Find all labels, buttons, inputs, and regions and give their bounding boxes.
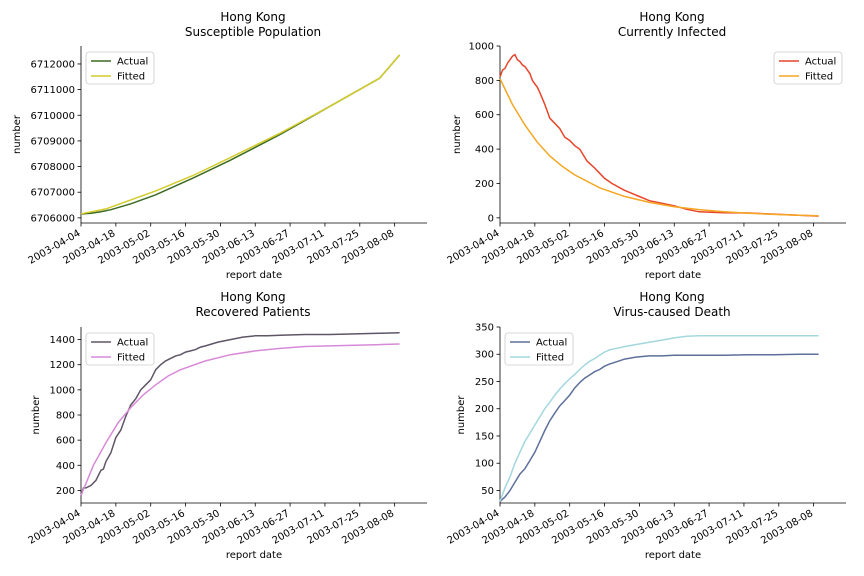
legend-label-fitted: Fitted bbox=[536, 353, 564, 364]
y-axis-label: number bbox=[452, 114, 463, 154]
y-axis-label: number bbox=[456, 395, 467, 435]
y-tick-label: 6709000 bbox=[30, 136, 75, 147]
y-tick-label: 100 bbox=[475, 459, 494, 470]
y-tick-label: 350 bbox=[475, 323, 494, 334]
y-tick-label: 6710000 bbox=[30, 111, 75, 122]
legend-label-actual: Actual bbox=[117, 338, 148, 349]
chart-title: Hong Kong bbox=[639, 290, 704, 304]
legend-label-actual: Actual bbox=[536, 338, 567, 349]
chart-subtitle: Recovered Patients bbox=[195, 305, 310, 319]
chart-title: Hong Kong bbox=[220, 290, 285, 304]
y-tick-label: 250 bbox=[475, 377, 494, 388]
y-axis-label: number bbox=[12, 114, 23, 154]
x-axis-label: report date bbox=[226, 550, 282, 561]
y-axis-label: number bbox=[31, 395, 42, 435]
y-tick-label: 1000 bbox=[50, 385, 75, 396]
y-tick-label: 6711000 bbox=[30, 85, 75, 96]
y-tick-label: 1000 bbox=[469, 42, 494, 53]
series-line-actual bbox=[80, 331, 400, 496]
y-tick-label: 800 bbox=[475, 76, 494, 87]
legend-label-fitted: Fitted bbox=[805, 72, 833, 83]
y-tick-label: 400 bbox=[475, 145, 494, 156]
series-line-fitted bbox=[499, 78, 819, 217]
x-axis-label: report date bbox=[645, 550, 701, 561]
y-tick-label: 0 bbox=[488, 213, 494, 224]
chart-subtitle: Currently Infected bbox=[618, 25, 726, 39]
y-tick-label: 6708000 bbox=[30, 162, 75, 173]
series-line-actual bbox=[499, 353, 819, 502]
y-tick-label: 50 bbox=[481, 486, 494, 497]
chart-title: Hong Kong bbox=[220, 10, 285, 24]
y-tick-label: 150 bbox=[475, 431, 494, 442]
y-tick-label: 1400 bbox=[50, 335, 75, 346]
series-line-fitted bbox=[499, 334, 819, 502]
y-tick-label: 6706000 bbox=[30, 213, 75, 224]
y-tick-label: 6712000 bbox=[30, 59, 75, 70]
legend-label-actual: Actual bbox=[805, 57, 836, 68]
y-tick-label: 600 bbox=[475, 110, 494, 121]
y-tick-label: 1200 bbox=[50, 360, 75, 371]
legend-label-actual: Actual bbox=[117, 57, 148, 68]
y-tick-label: 300 bbox=[475, 350, 494, 361]
x-axis-label: report date bbox=[226, 270, 282, 281]
chart-title: Hong Kong bbox=[639, 10, 704, 24]
y-tick-label: 400 bbox=[56, 461, 75, 472]
y-tick-label: 600 bbox=[56, 436, 75, 447]
series-line-fitted bbox=[80, 343, 400, 496]
chart-subtitle: Susceptible Population bbox=[185, 25, 321, 39]
y-tick-label: 800 bbox=[56, 411, 75, 422]
y-tick-label: 200 bbox=[475, 404, 494, 415]
y-tick-label: 200 bbox=[475, 179, 494, 190]
y-tick-label: 6707000 bbox=[30, 188, 75, 199]
legend-label-fitted: Fitted bbox=[117, 72, 145, 83]
chart-subtitle: Virus-caused Death bbox=[613, 305, 730, 319]
legend-label-fitted: Fitted bbox=[117, 353, 145, 364]
y-tick-label: 200 bbox=[56, 486, 75, 497]
series-line-fitted bbox=[80, 54, 401, 215]
x-axis-label: report date bbox=[645, 270, 701, 281]
series-line-actual bbox=[499, 53, 819, 217]
